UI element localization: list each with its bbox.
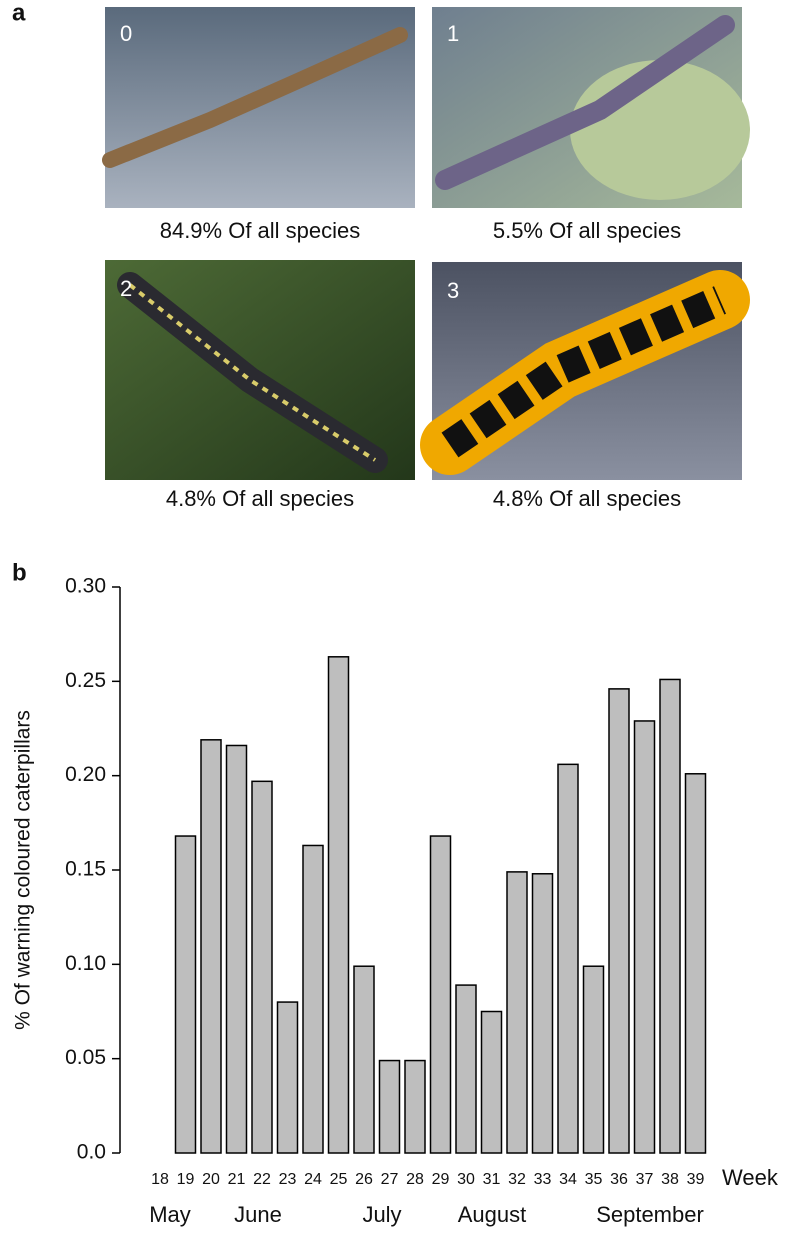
x-tick-label: 32 (508, 1171, 526, 1188)
x-tick-label: 27 (381, 1171, 399, 1188)
x-tick-label: 30 (457, 1171, 475, 1188)
bar (302, 844, 324, 1154)
bar (506, 871, 528, 1154)
bar (633, 720, 656, 1154)
x-tick-label: 21 (228, 1171, 246, 1188)
chart: 0.0 0.05 0.10 0.15 0.20 0.25 0.30 % Of warning … (12, 575, 779, 1227)
x-tick-label: 20 (202, 1171, 220, 1188)
y-tick-label: 0.0 (77, 1141, 106, 1164)
bar (174, 835, 197, 1154)
bar (608, 688, 630, 1154)
bar (429, 835, 452, 1154)
caterpillar-stripe (128, 283, 377, 462)
bar (225, 744, 248, 1154)
photo-caption: 84.9% Of all species (160, 218, 361, 243)
panel-label: b (12, 559, 27, 586)
y-tick-label: 0.25 (65, 669, 106, 692)
x-tick-label: 37 (636, 1171, 654, 1188)
x-axis-label: Week (722, 1165, 779, 1190)
month-label: September (596, 1202, 704, 1227)
photo (105, 7, 415, 208)
bar (557, 763, 579, 1154)
caterpillar-pattern (441, 286, 727, 458)
y-axis-label: % Of warning coloured caterpillars (12, 710, 35, 1030)
bar (353, 965, 375, 1154)
bar (659, 678, 681, 1154)
bar (251, 780, 273, 1154)
bar (582, 965, 605, 1154)
panel-label: a (12, 0, 26, 26)
x-tick-label: 18 (151, 1171, 169, 1188)
x-tick-label: 33 (534, 1171, 552, 1188)
bar (531, 873, 554, 1154)
bar (327, 656, 350, 1154)
y-tick-label: 0.05 (65, 1046, 106, 1069)
photo-caption: 4.8% Of all species (493, 486, 681, 511)
twig (102, 27, 408, 168)
x-tick-label: 35 (585, 1171, 603, 1188)
x-tick-label: 24 (304, 1171, 322, 1188)
x-tick-label: 31 (483, 1171, 501, 1188)
photo-number: 3 (447, 278, 459, 303)
bar (480, 1010, 503, 1154)
x-tick-label: 39 (687, 1171, 705, 1188)
photo-number: 1 (447, 21, 459, 46)
x-tick-label: 38 (661, 1171, 679, 1188)
x-tick-label: 29 (432, 1171, 450, 1188)
x-tick-label: 28 (406, 1171, 424, 1188)
x-tick-label: 22 (253, 1171, 271, 1188)
y-tick-label: 0.10 (65, 952, 106, 975)
x-tick-label: 34 (559, 1171, 577, 1188)
x-tick-label: 36 (610, 1171, 628, 1188)
month-label: May (149, 1202, 191, 1227)
x-tick-label: 25 (330, 1171, 348, 1188)
month-label: July (362, 1202, 401, 1227)
x-tick-label: 26 (355, 1171, 373, 1188)
photo-caption: 5.5% Of all species (493, 218, 681, 243)
bar (684, 773, 707, 1154)
y-tick-label: 0.30 (65, 575, 106, 598)
x-tick-label: 23 (279, 1171, 297, 1188)
month-label: August (458, 1202, 527, 1227)
photo-number: 0 (120, 21, 132, 46)
y-tick-label: 0.20 (65, 763, 106, 786)
bar (404, 1059, 426, 1154)
bar (200, 739, 222, 1154)
bar (455, 984, 477, 1154)
photo-number: 2 (120, 276, 132, 301)
caterpillar (435, 15, 735, 190)
x-tick-label: 19 (177, 1171, 195, 1188)
y-tick-label: 0.15 (65, 858, 106, 881)
photo-caption: 4.8% Of all species (166, 486, 354, 511)
bar (378, 1059, 401, 1154)
month-label: June (234, 1202, 282, 1227)
photo-labels: 0 84.9% Of all species 1 5.5% Of all specie… (120, 21, 681, 511)
bar (276, 1001, 299, 1154)
